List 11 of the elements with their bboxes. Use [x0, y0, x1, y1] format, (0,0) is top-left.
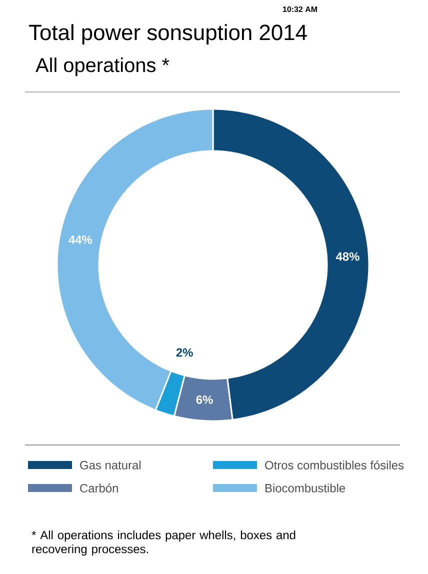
- chart-title: Total power sonsuption 2014: [29, 24, 307, 45]
- data-label: 48%: [336, 252, 360, 261]
- chart-subtitle: All operations *: [36, 58, 170, 76]
- legend-label: Biocombustible: [266, 484, 346, 492]
- data-label: 6%: [196, 395, 213, 404]
- legend-label: Otros combustibles fósiles: [265, 460, 404, 470]
- legend-label: Carbón: [80, 484, 118, 492]
- data-label: 2%: [176, 348, 193, 357]
- text: * All operations includes paper whells, boxes and recovering processes.: [32, 530, 296, 556]
- legend-label: Gas natural: [80, 460, 141, 470]
- data-label: 44%: [68, 235, 92, 244]
